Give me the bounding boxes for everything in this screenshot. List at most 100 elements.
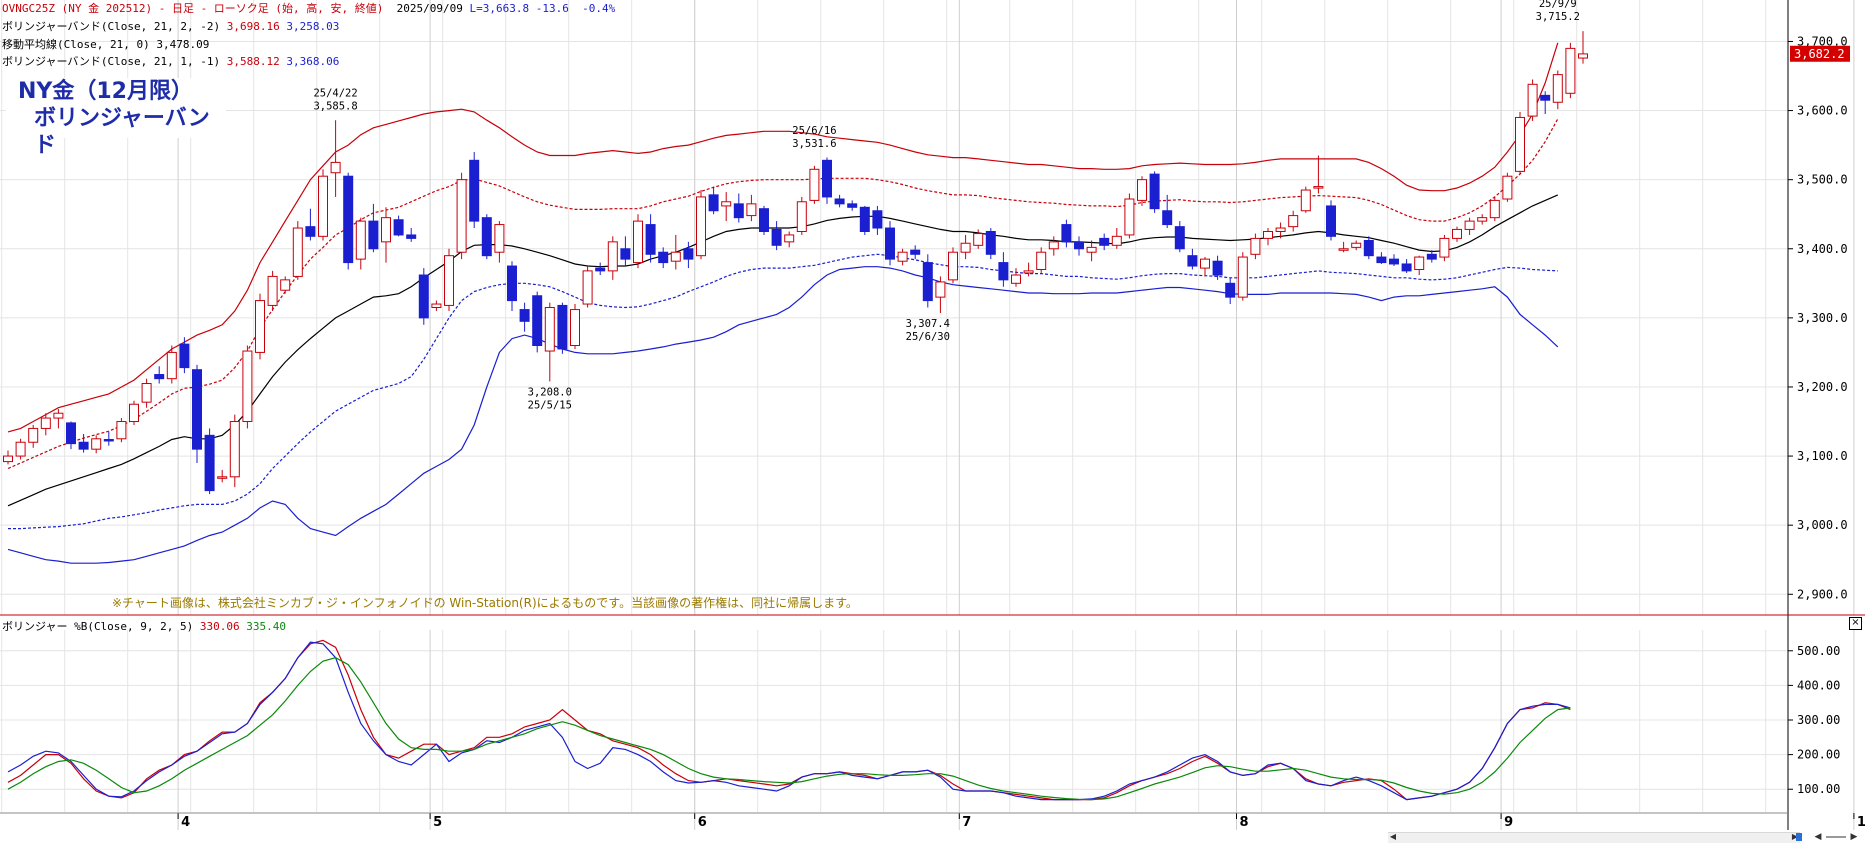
close-icon[interactable]: × [1849, 617, 1862, 630]
candle [3, 450, 13, 465]
candle-body-up [15, 441, 26, 457]
candle-body-down [1540, 94, 1551, 101]
pctb-layer [7, 639, 1571, 801]
candle-body-down [1326, 205, 1336, 237]
symbol-line: OVNGC25Z (NY 金 202512) - 日足 - ローソク足 (始, … [2, 2, 384, 15]
candle [1237, 252, 1248, 301]
candle [1288, 210, 1299, 232]
candle [330, 120, 341, 197]
candle-body-down [759, 208, 769, 232]
candle-body-up [116, 421, 127, 440]
candle [1086, 240, 1097, 262]
candle-body-up [255, 300, 265, 353]
candle [381, 207, 391, 263]
candle [154, 366, 165, 384]
candle-body-up [1263, 230, 1273, 239]
x-tick-label: 4 [181, 815, 190, 830]
candle [1011, 268, 1021, 287]
candle-body-up [1489, 199, 1500, 219]
band-upper1-line [7, 118, 1559, 470]
candle-body-up [935, 281, 946, 298]
candle-body-up [1288, 215, 1299, 228]
candle-body-down [1389, 258, 1399, 265]
candle [469, 152, 480, 229]
candle [922, 254, 933, 308]
candle-body-up [544, 307, 555, 352]
candle [1464, 217, 1475, 235]
annotation-layer: 25/4/223,585.8 3,208.025/5/15 25/6/163,531… [313, 0, 1579, 411]
y-tick-label: 2,900.0 [1797, 587, 1848, 601]
candle [759, 205, 769, 235]
candle-body-down [822, 159, 832, 198]
candle-body-up [40, 417, 51, 429]
candle-body-down [872, 210, 883, 229]
candle-body-down [1162, 210, 1173, 226]
candle [645, 214, 656, 263]
legend-boll1-lower: 3,368.06 [286, 55, 340, 68]
candle-body-up [670, 251, 681, 262]
candle-body-up [456, 179, 467, 253]
candle [935, 276, 946, 314]
candle [1426, 250, 1437, 263]
candle-body-up [1313, 186, 1324, 189]
candle [1565, 42, 1576, 99]
candle [1200, 257, 1210, 277]
legend-boll2-label: ボリンジャーバンド(Close, 21, 2, -2) [2, 20, 221, 33]
candle [1074, 236, 1084, 256]
zoom-slider[interactable] [1826, 836, 1846, 838]
candle [103, 431, 114, 446]
candle-body-down [557, 304, 568, 350]
candle [985, 228, 996, 260]
candle-body-down [343, 175, 354, 264]
candle [1401, 259, 1412, 273]
y-tick-label: 3,600.0 [1797, 104, 1848, 118]
candle-body-up [1338, 248, 1349, 251]
candle-body-up [1300, 189, 1311, 212]
candle [948, 247, 958, 284]
candle-body-down [469, 159, 480, 222]
candle-body-up [570, 309, 580, 347]
scroll-left-icon[interactable]: ◀ [1389, 832, 1397, 841]
candle [733, 193, 744, 223]
candle [318, 169, 328, 241]
zoom-in-icon[interactable]: ▶ [1850, 832, 1858, 842]
candle-body-down [859, 206, 870, 232]
legend-ma-value: 3,478.09 [156, 38, 210, 51]
candle-body-up [1124, 198, 1135, 236]
scroll-right-icon[interactable]: ▶ [1791, 832, 1799, 841]
scrollbar-thumb[interactable] [1796, 833, 1802, 841]
candle [1300, 186, 1311, 213]
candle-body-up [431, 303, 442, 309]
candle [897, 248, 908, 266]
candle [1376, 252, 1387, 264]
candle-body-up [166, 351, 177, 380]
legend-ma: 移動平均線(Close, 21, 0) 3,478.09 [2, 38, 209, 51]
annotation-value: 3,531.6 [792, 138, 836, 150]
candle [1338, 241, 1349, 253]
zoom-out-icon[interactable]: ◀ [1814, 832, 1822, 842]
candle [607, 236, 618, 280]
candle [595, 262, 606, 276]
candle [179, 337, 190, 374]
candle-body-up [1515, 116, 1525, 172]
candle-body-down [418, 274, 429, 319]
candle [15, 438, 26, 460]
horizontal-scrollbar[interactable] [1388, 832, 1800, 843]
candle [1187, 248, 1198, 270]
candle-body-up [381, 217, 391, 243]
y-tick-label: 3,300.0 [1797, 311, 1848, 325]
annotation-date: 25/4/22 [313, 87, 357, 99]
candle [166, 345, 177, 384]
candle-body-down [645, 224, 656, 255]
candle [1439, 234, 1450, 262]
annotation-date: 25/5/15 [528, 399, 572, 411]
candle-body-down [998, 262, 1009, 281]
candle [1489, 196, 1500, 222]
candle-body-down [103, 438, 114, 442]
chart-title-box: NY金（12月限） ボリンジャーバンド [6, 78, 226, 158]
bollinger-band-layer [7, 42, 1559, 564]
candle-body-down [66, 422, 76, 445]
candle [1036, 247, 1047, 273]
candle [368, 203, 379, 253]
